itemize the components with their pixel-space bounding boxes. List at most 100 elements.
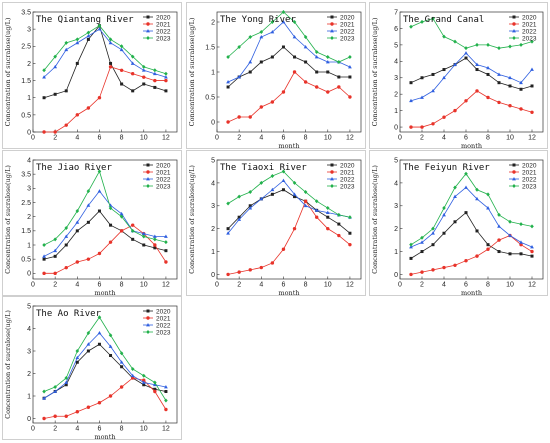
legend-entry: 2022 <box>522 176 537 183</box>
plot-frame <box>399 159 544 280</box>
chart-panel: 0 2 4 6 8 10 12 0 0.5 1 1.5 2 2.5 3 3.5 4 month Concentra… <box>2 150 182 297</box>
data-point <box>486 72 490 76</box>
chart-title: The Qiantang River <box>36 15 134 25</box>
series-2023 <box>409 171 534 247</box>
series-line <box>227 21 351 83</box>
data-point <box>119 44 124 49</box>
data-point <box>86 189 91 194</box>
chart-title: The Tiaoxi River <box>220 163 307 173</box>
data-point <box>164 398 168 403</box>
series-line <box>227 200 351 275</box>
data-point <box>464 185 468 189</box>
series-2021 <box>42 376 168 421</box>
y-tick-label: 3 <box>27 27 31 34</box>
y-axis-label: Concentration of sucralose(ug/L) <box>371 17 379 126</box>
data-point <box>97 27 102 31</box>
data-point <box>259 196 264 201</box>
data-point <box>431 16 435 21</box>
data-point <box>248 60 253 64</box>
data-point <box>348 215 352 220</box>
x-tick-label: 8 <box>486 282 490 289</box>
data-point <box>259 105 264 109</box>
series-line <box>44 377 167 419</box>
data-point <box>348 65 352 69</box>
x-tick-label: 12 <box>528 135 536 142</box>
series-line <box>43 28 167 78</box>
series-line <box>410 52 533 102</box>
data-point <box>164 78 168 83</box>
x-axis-label: month <box>461 142 482 150</box>
data-point <box>420 270 424 274</box>
series-line <box>44 224 167 274</box>
y-tick-label: 0 <box>27 129 31 136</box>
data-point <box>420 250 424 254</box>
line-chart: 0 2 4 6 8 10 12 0 0.5 1 1.5 2 month Concentration of … <box>188 10 362 150</box>
data-point <box>141 234 146 239</box>
plot-frame <box>32 305 178 424</box>
data-point <box>314 215 319 219</box>
data-point <box>226 85 230 89</box>
legend-entry: 2020 <box>340 162 355 169</box>
data-point <box>130 373 135 378</box>
data-point <box>86 342 91 346</box>
series-line <box>43 332 166 399</box>
data-point <box>270 55 274 59</box>
data-point <box>497 81 501 85</box>
data-point <box>464 171 468 176</box>
y-tick-label: 1.5 <box>205 44 215 51</box>
legend-marker <box>512 36 516 40</box>
data-point <box>270 174 275 179</box>
legend-entry: 2022 <box>156 176 171 183</box>
x-tick-label: 10 <box>140 135 148 142</box>
data-point <box>303 203 308 208</box>
data-point <box>519 87 523 91</box>
y-axis-label: Concentration of sucralose(ug/L) <box>188 165 196 274</box>
data-point <box>442 265 446 270</box>
data-point <box>409 24 413 29</box>
data-point <box>519 222 523 227</box>
x-tick-label: 10 <box>324 282 332 289</box>
series-2020 <box>226 45 352 89</box>
series-line <box>227 180 351 234</box>
x-tick-label: 0 <box>215 135 219 142</box>
data-point <box>86 30 91 35</box>
x-tick-label: 2 <box>53 282 57 289</box>
y-tick-label: 0 <box>27 271 31 278</box>
legend-entry: 2020 <box>156 308 171 315</box>
y-tick-label: 0 <box>211 272 215 279</box>
data-point <box>42 389 46 394</box>
data-point <box>420 125 424 129</box>
data-point <box>108 206 113 211</box>
data-point <box>519 240 523 244</box>
y-tick-label: 5 <box>394 157 398 164</box>
x-tick-label: 6 <box>98 135 102 142</box>
x-tick-label: 0 <box>398 135 402 142</box>
data-point <box>292 70 297 74</box>
legend-entry: 2022 <box>340 176 355 183</box>
data-point <box>131 89 135 93</box>
series-2022 <box>409 51 534 103</box>
x-tick-label: 4 <box>259 135 263 142</box>
data-point <box>53 248 58 253</box>
y-tick-label: 1 <box>211 69 215 76</box>
legend-marker <box>512 177 516 181</box>
data-point <box>97 251 102 256</box>
x-tick-label: 0 <box>31 135 35 142</box>
series-line <box>227 189 351 234</box>
legend-marker <box>330 36 334 40</box>
data-point <box>453 108 457 113</box>
y-tick-label: 3 <box>27 186 31 193</box>
y-tick-label: 3.5 <box>21 9 31 16</box>
legend-marker <box>146 163 150 167</box>
data-point <box>270 187 275 192</box>
series-2022 <box>226 20 352 84</box>
data-point <box>442 34 446 39</box>
x-tick-label: 10 <box>506 282 514 289</box>
line-chart: 0 2 4 6 8 10 12 0 0.5 1 1.5 2 2.5 3 3.5 Concentration o… <box>4 9 178 142</box>
data-point <box>453 185 457 190</box>
data-point <box>64 89 68 93</box>
data-point <box>281 90 286 94</box>
